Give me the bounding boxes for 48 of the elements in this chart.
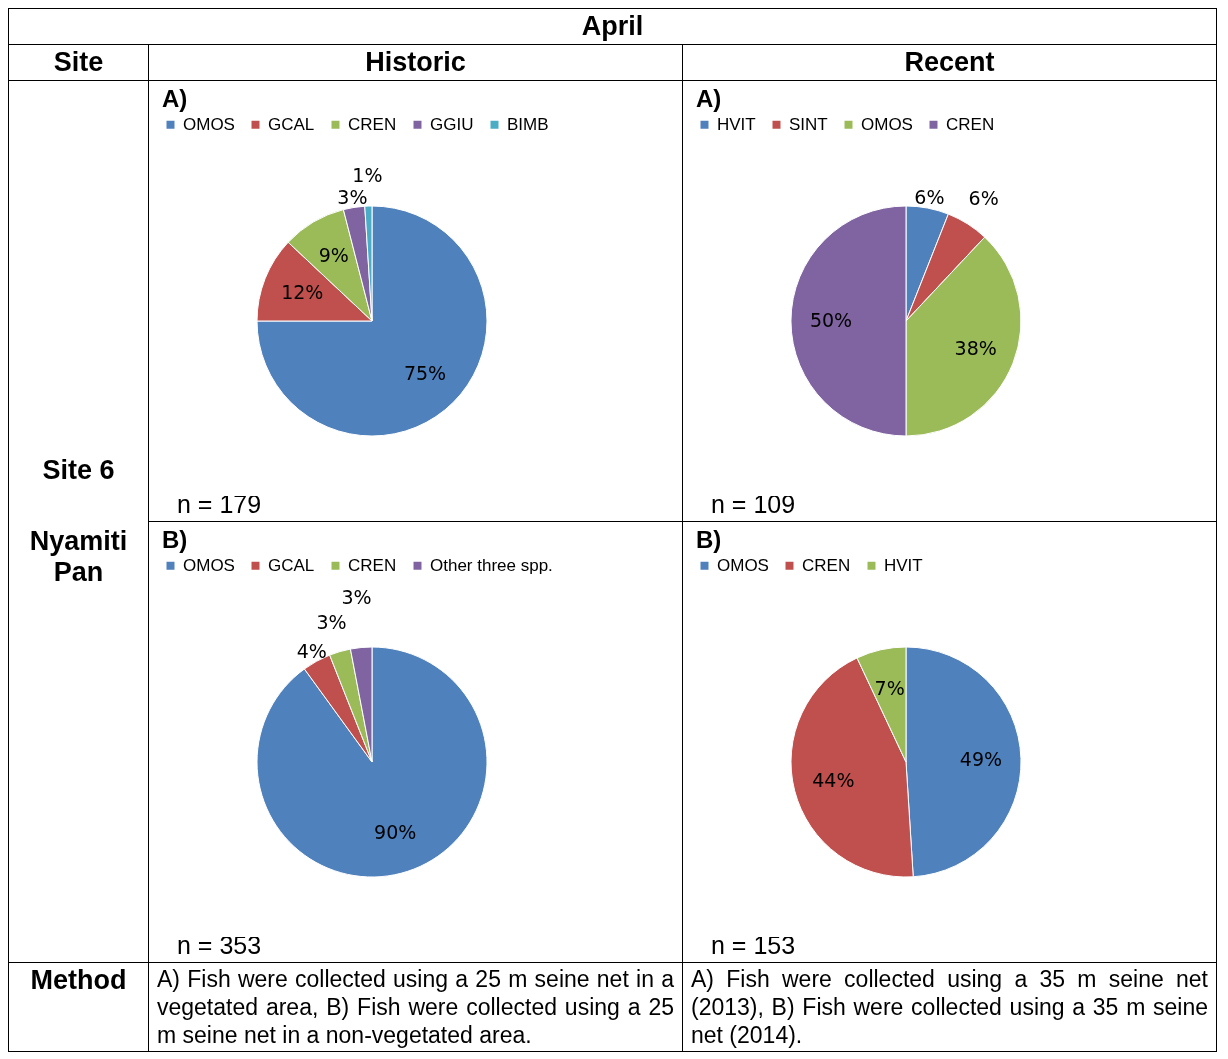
- legend-label: OMOS: [183, 114, 235, 134]
- legend-label: HVIT: [884, 555, 923, 575]
- legend-label: OMOS: [183, 555, 235, 575]
- legend-label: GCAL: [268, 114, 315, 134]
- text: Nyamiti Pan: [28, 526, 129, 588]
- data-label: 75%: [403, 362, 447, 385]
- legend-label: CREN: [946, 114, 995, 134]
- chart-title: B): [162, 526, 188, 553]
- data-label: 3%: [316, 610, 347, 633]
- text: Site: [8, 44, 149, 81]
- legend-label: HVIT: [717, 114, 756, 134]
- text: A) Fish were collected using a 25 m seine net in a vegetated area, B) Fish were collected using a 25 m seine net in a non-vegetated area.: [148, 962, 683, 1052]
- data-label: 12%: [281, 281, 324, 304]
- legend-label: BIMB: [507, 114, 549, 134]
- legend-label: OMOS: [861, 114, 913, 134]
- legend-label: CREN: [802, 555, 851, 575]
- data-label: 4%: [296, 640, 327, 663]
- data-label: 6%: [968, 186, 999, 209]
- text: Historic: [148, 44, 683, 81]
- pie-slice: [256, 646, 488, 878]
- text: A) Fish were collected using a 35 m seine net (2013), B) Fish were collected using a 35 m seine net (2014).: [682, 962, 1217, 1052]
- data-label: 38%: [954, 336, 997, 359]
- legend-label: SINT: [789, 114, 828, 134]
- legend-label: OMOS: [717, 555, 769, 575]
- pie-slice: [256, 205, 488, 437]
- legend-label: Other three spp.: [430, 555, 553, 575]
- data-label: 9%: [318, 244, 349, 267]
- chart-title: B): [696, 526, 722, 553]
- data-label: 7%: [874, 676, 905, 699]
- text: April: [8, 8, 1217, 45]
- text: Site 6: [41, 455, 116, 486]
- data-label: 49%: [959, 747, 1003, 770]
- legend-label: CREN: [348, 114, 397, 134]
- chart-title: A): [696, 85, 722, 112]
- legend-label: GCAL: [268, 555, 315, 575]
- chart-title: A): [162, 85, 188, 112]
- legend-label: GGIU: [430, 114, 474, 134]
- text: n = 109: [710, 490, 797, 519]
- data-label: 90%: [374, 821, 417, 844]
- data-label: 3%: [337, 185, 368, 208]
- data-label: 3%: [341, 585, 372, 608]
- data-label: 50%: [809, 309, 853, 331]
- text: Method: [8, 962, 149, 1052]
- text: Recent: [682, 44, 1217, 81]
- data-label: 6%: [914, 186, 945, 209]
- data-label: 44%: [812, 768, 855, 791]
- data-label: 1%: [352, 164, 383, 187]
- legend-label: CREN: [348, 555, 397, 575]
